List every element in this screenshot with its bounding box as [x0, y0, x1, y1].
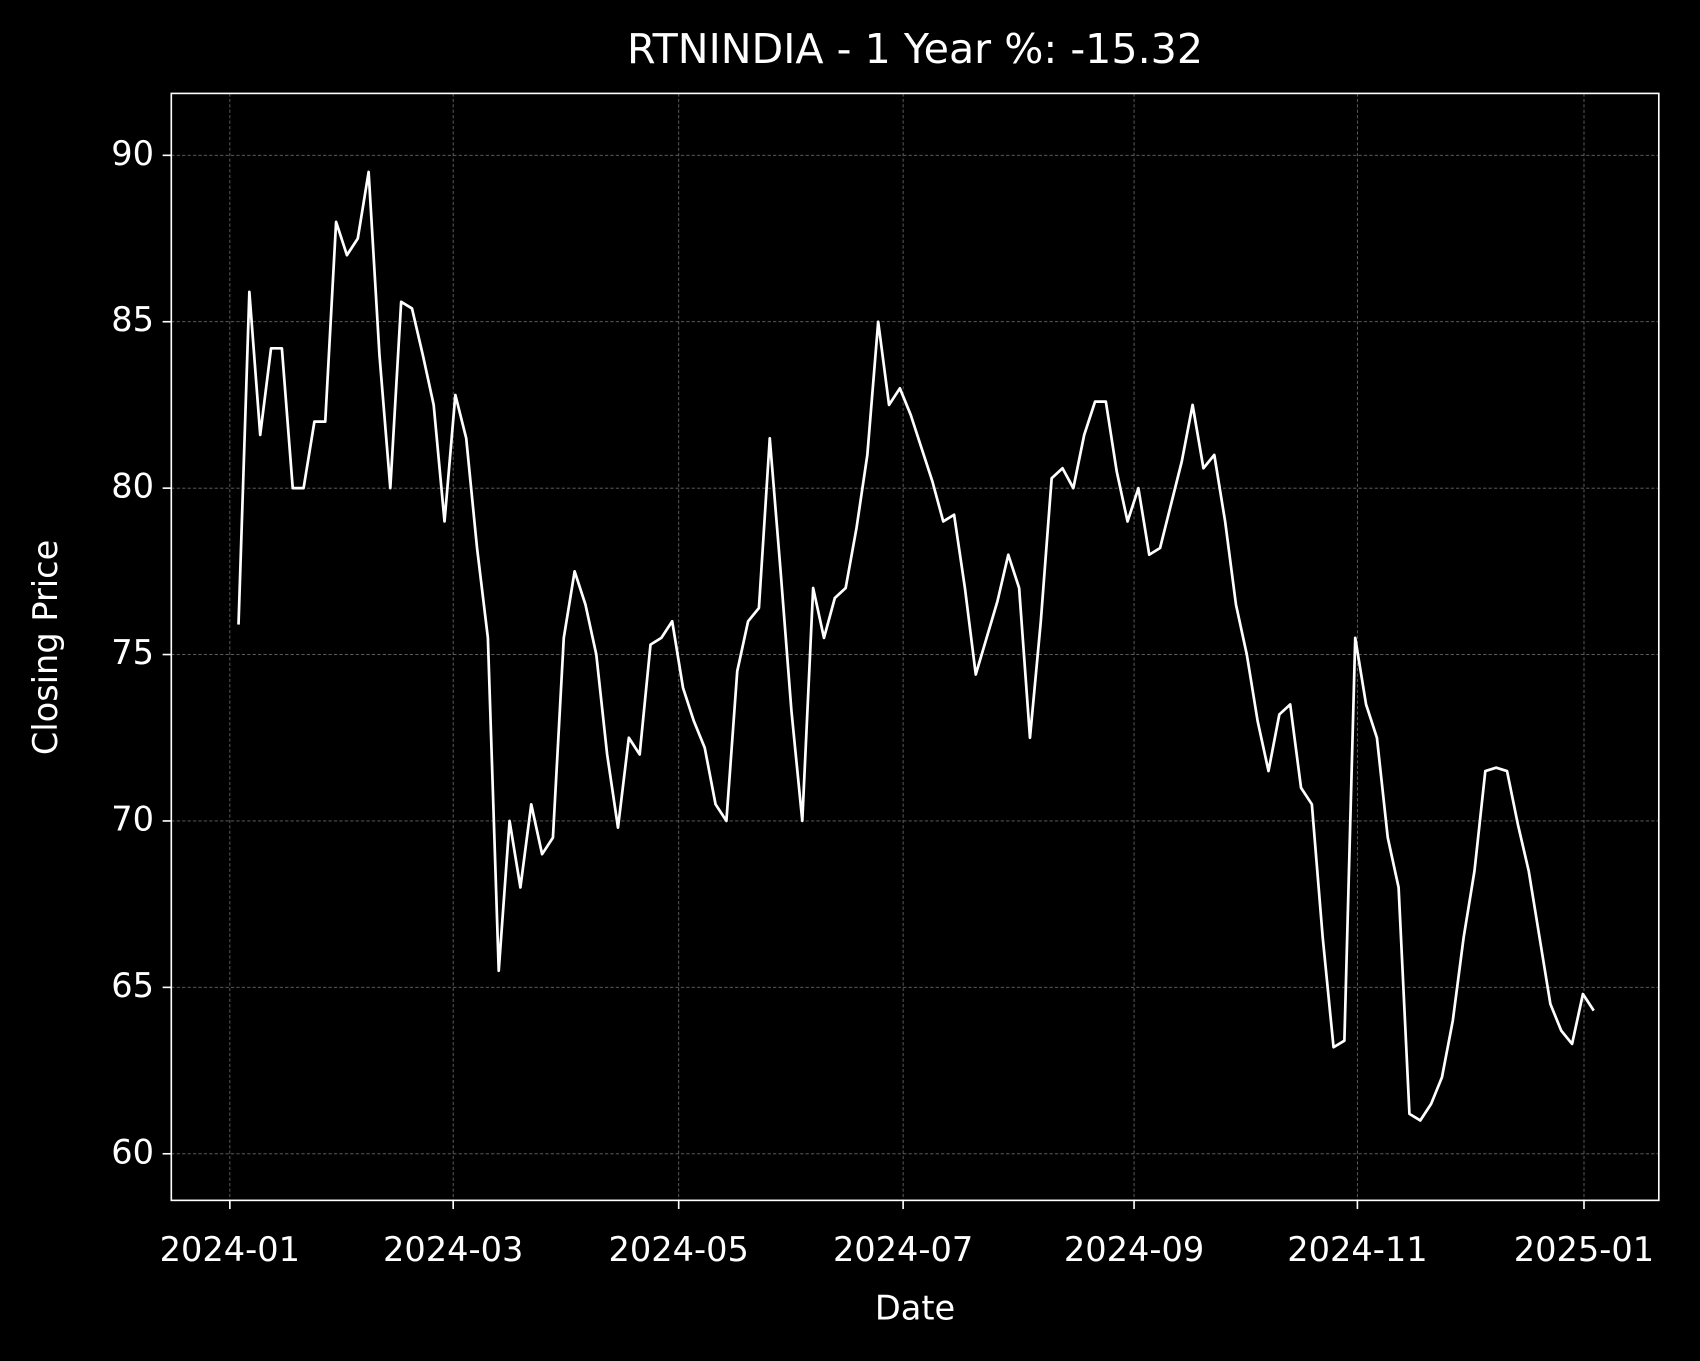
y-tick-label: 70 — [111, 799, 154, 838]
x-tick-label: 2024-01 — [160, 1230, 300, 1269]
plot-frame — [170, 92, 1660, 1202]
x-tick-label: 2024-05 — [609, 1230, 749, 1269]
y-tick-label: 85 — [111, 300, 154, 339]
x-tick-label: 2024-03 — [383, 1230, 523, 1269]
x-tick-label: 2024-09 — [1064, 1230, 1204, 1269]
y-tick-label: 80 — [111, 467, 154, 506]
y-axis-label: Closing Price — [26, 540, 65, 755]
x-tick-label: 2024-11 — [1287, 1230, 1427, 1269]
y-tick-label: 60 — [111, 1132, 154, 1171]
x-tick-label: 2025-01 — [1514, 1230, 1654, 1269]
price-line — [237, 170, 1595, 1122]
x-tick-label: 2024-07 — [833, 1230, 973, 1269]
x-axis-label: Date — [875, 1288, 955, 1327]
chart-title: RTNINDIA - 1 Year %: -15.32 — [627, 25, 1203, 73]
y-tick-label: 90 — [111, 134, 154, 173]
y-tick-label: 75 — [111, 633, 154, 672]
y-tick-label: 65 — [111, 966, 154, 1005]
